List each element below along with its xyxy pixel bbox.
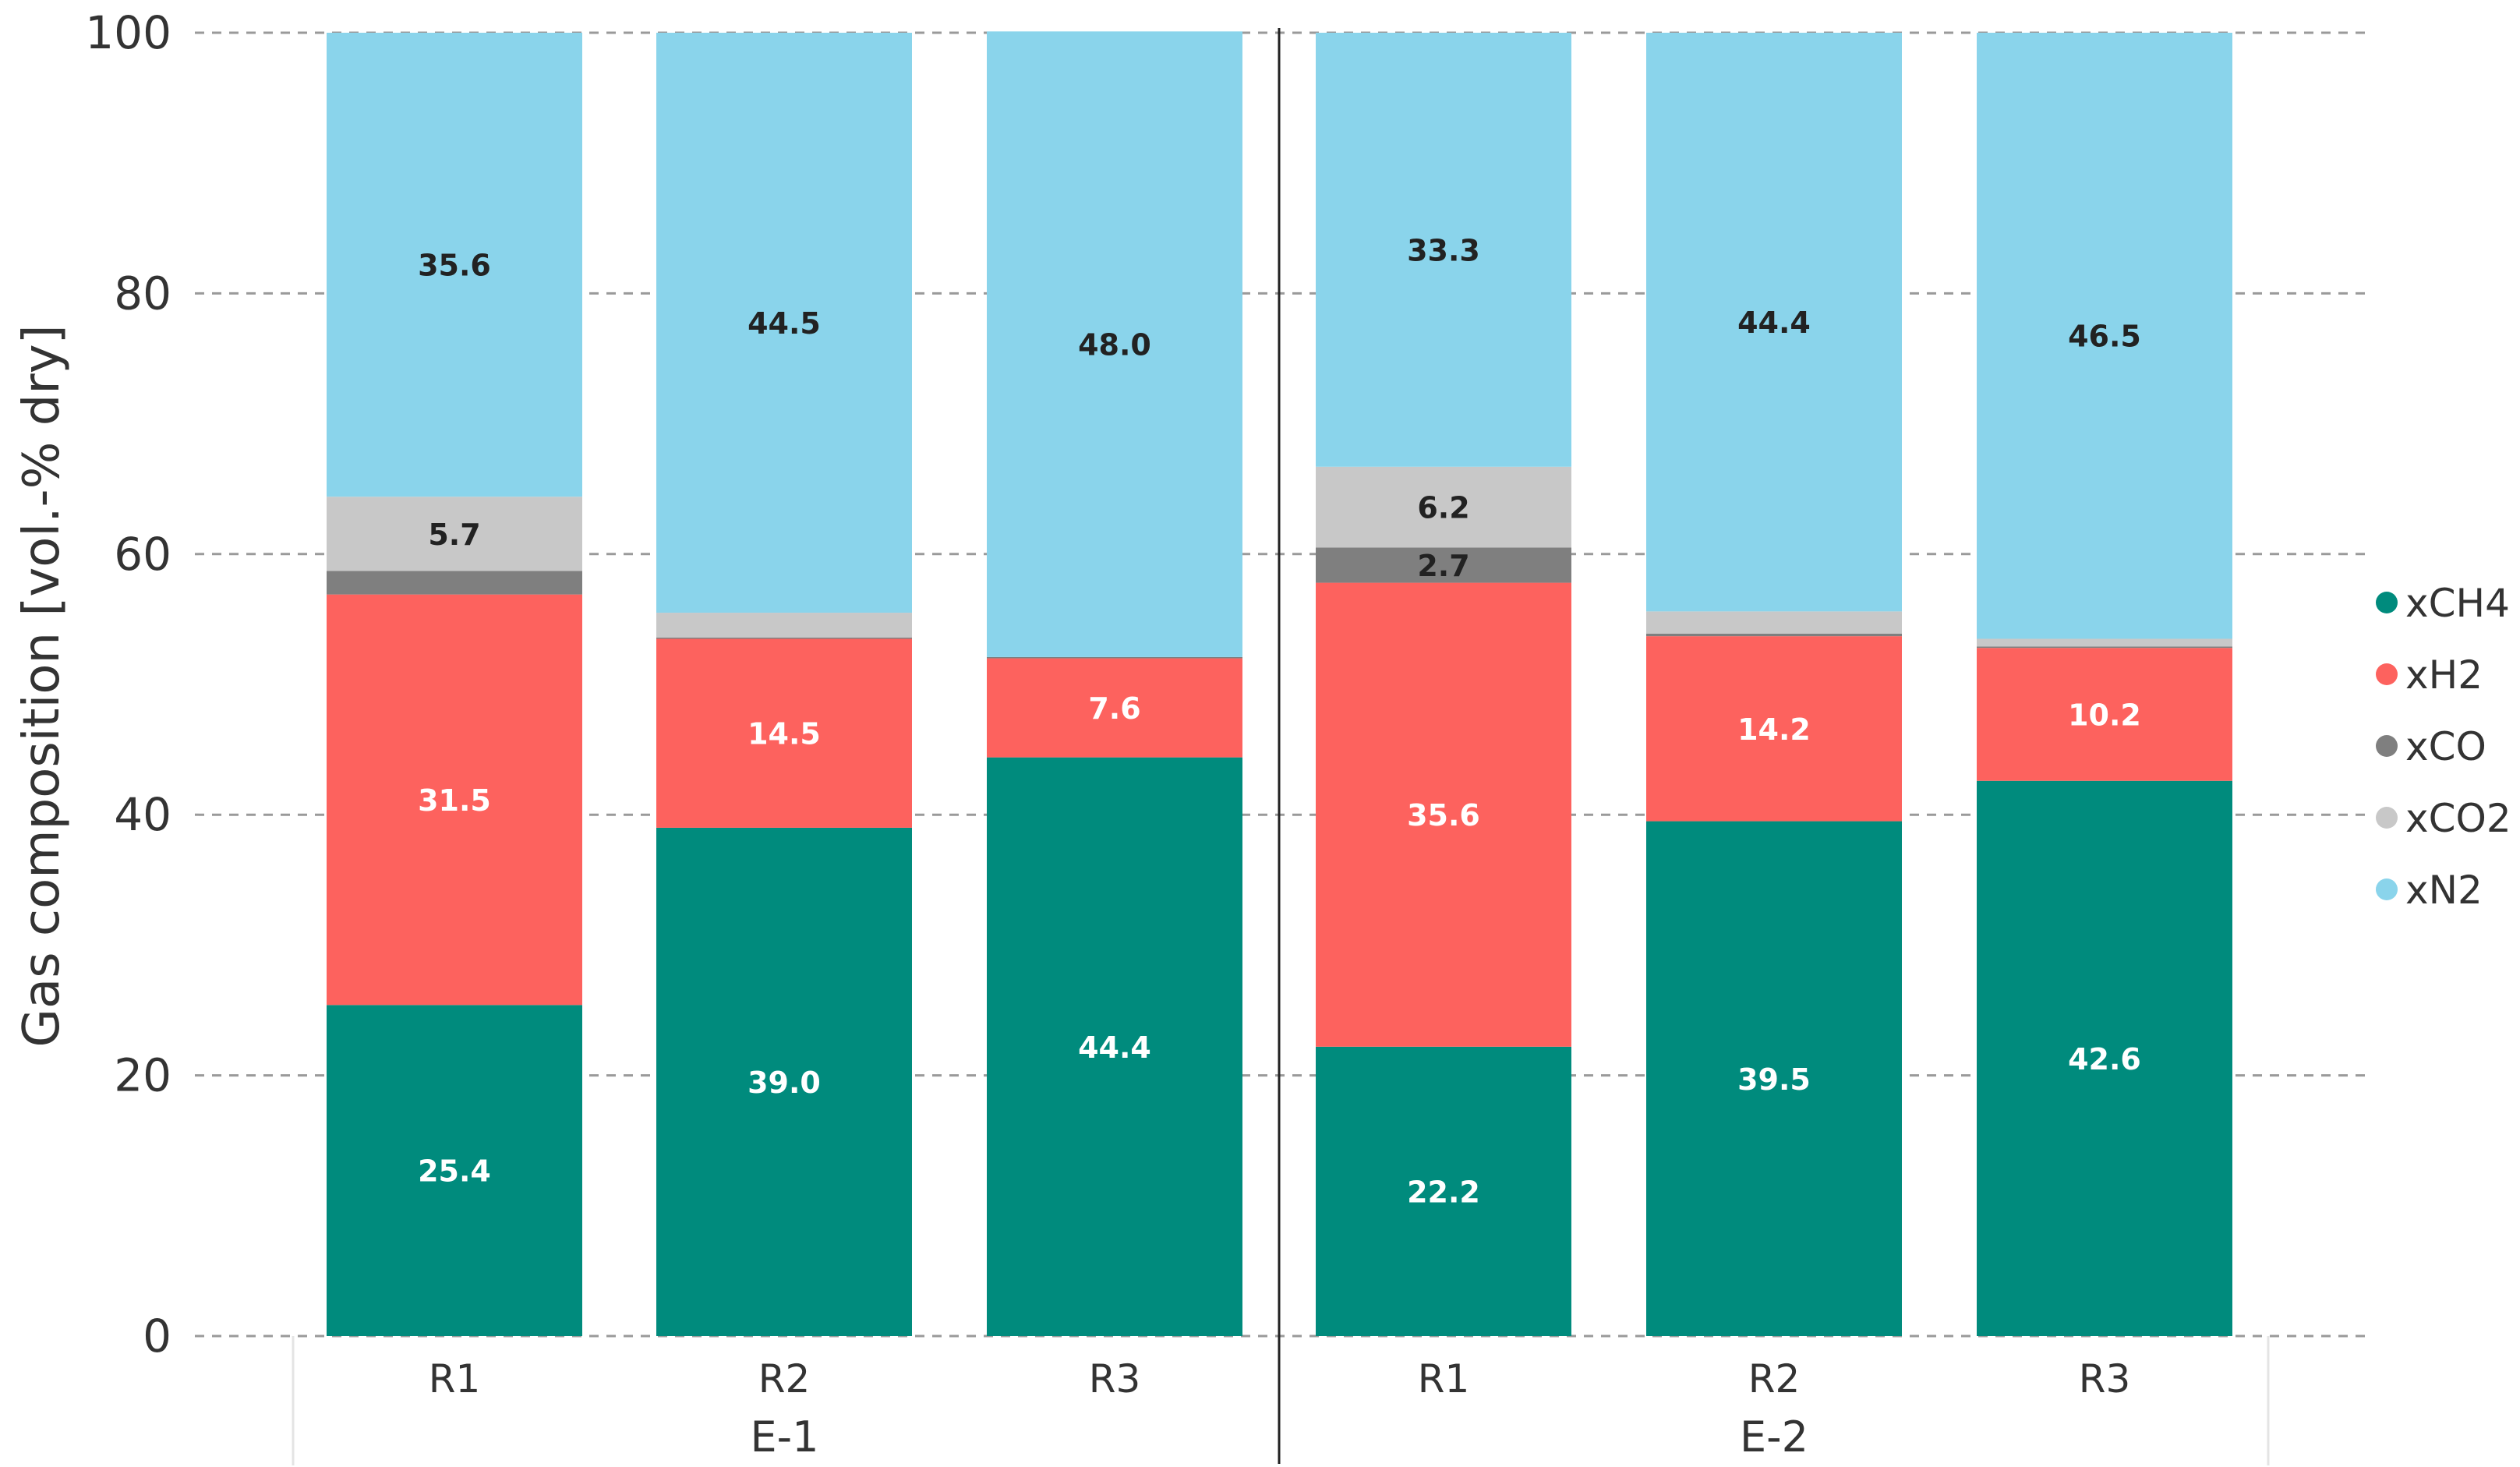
legend-marker-xCH4[interactable] bbox=[2376, 592, 2398, 613]
data-label-xN2: 33.3 bbox=[1407, 233, 1480, 267]
legend-label-xCO2[interactable]: xCO2 bbox=[2405, 796, 2511, 841]
data-label-xCH4: 22.2 bbox=[1407, 1175, 1480, 1209]
bar-segment-xH2-3[interactable] bbox=[987, 658, 1242, 758]
data-label-xH2: 14.2 bbox=[1737, 712, 1811, 747]
y-tick-label: 80 bbox=[114, 267, 171, 320]
bar-segment-xCH4-4[interactable] bbox=[1316, 1046, 1571, 1336]
y-tick-label: 100 bbox=[85, 6, 171, 59]
data-labels: 25.4 31.5 5.7 35.6 39.0 14.5 44.5 44.4 7.6 48.0 22… bbox=[418, 233, 2141, 1209]
data-label-xN2: 46.5 bbox=[2068, 320, 2141, 354]
bar-segment-xCO-1[interactable] bbox=[327, 571, 582, 595]
bar-segment-xH2-1[interactable] bbox=[327, 594, 582, 1006]
bar-segment-xCO-3[interactable] bbox=[987, 656, 1242, 659]
x-tick-label: R1 bbox=[429, 1356, 481, 1402]
x-tick-label: R1 bbox=[1418, 1356, 1470, 1402]
bar-segment-xCO2-4[interactable] bbox=[1316, 466, 1571, 548]
data-label-xN2: 35.6 bbox=[418, 249, 491, 283]
bar-segment-xCH4-1[interactable] bbox=[327, 1005, 582, 1336]
data-label-xH2: 35.6 bbox=[1407, 798, 1480, 832]
bar-segment-xN2-3[interactable] bbox=[987, 31, 1242, 657]
y-tick-label: 20 bbox=[114, 1049, 171, 1102]
legend[interactable]: xCH4 xH2 xCO xCO2 xN2 bbox=[2376, 581, 2511, 913]
bar-segment-xH2-6[interactable] bbox=[1977, 648, 2232, 781]
legend-label-xCH4[interactable]: xCH4 bbox=[2405, 581, 2510, 626]
y-axis-label: Gas composition [vol.-% dry] bbox=[13, 324, 71, 1047]
data-label-xCO: 2.7 bbox=[1417, 549, 1469, 583]
data-label-xH2: 31.5 bbox=[418, 783, 491, 818]
legend-marker-xCO2[interactable] bbox=[2376, 807, 2398, 829]
data-label-xCH4: 39.0 bbox=[748, 1066, 821, 1100]
bar-segment-xCO2-2[interactable] bbox=[656, 613, 912, 638]
data-label-xH2: 14.5 bbox=[748, 717, 821, 751]
legend-marker-xH2[interactable] bbox=[2376, 663, 2398, 685]
legend-label-xN2[interactable]: xN2 bbox=[2405, 868, 2483, 913]
legend-label-xCO[interactable]: xCO bbox=[2405, 724, 2486, 769]
x-tick-label: R3 bbox=[2079, 1356, 2131, 1402]
bar-segment-xN2-1[interactable] bbox=[327, 33, 582, 497]
data-label-xH2: 7.6 bbox=[1088, 691, 1140, 726]
bar-segment-xN2-5[interactable] bbox=[1646, 33, 1902, 612]
y-tick-label: 0 bbox=[143, 1310, 171, 1363]
data-label-xCO2: 5.7 bbox=[428, 518, 480, 552]
data-label-xN2: 48.0 bbox=[1078, 328, 1151, 362]
bar-segment-xN2-4[interactable] bbox=[1316, 33, 1571, 467]
bar-segment-xCH4-3[interactable] bbox=[987, 757, 1242, 1336]
data-label-xCO2: 6.2 bbox=[1417, 491, 1469, 525]
bar-segment-xCH4-6[interactable] bbox=[1977, 780, 2232, 1336]
bar-segment-xN2-2[interactable] bbox=[656, 33, 912, 613]
x-group-label: E-2 bbox=[1740, 1412, 1808, 1462]
y-tick-label: 40 bbox=[114, 788, 171, 841]
bar-segment-xCO-2[interactable] bbox=[656, 637, 912, 639]
bar-segment-xCO-5[interactable] bbox=[1646, 633, 1902, 637]
data-label-xH2: 10.2 bbox=[2068, 698, 2141, 732]
bar-segment-xCO2-5[interactable] bbox=[1646, 611, 1902, 634]
legend-label-xH2[interactable]: xH2 bbox=[2405, 652, 2483, 698]
data-label-xN2: 44.5 bbox=[748, 306, 821, 341]
axes: 0 20 40 60 80 100 R1 R2 R3 E-1 R1 R2 R3 E-2 bbox=[85, 6, 2270, 1465]
bar-segment-xCO2-1[interactable] bbox=[327, 497, 582, 571]
bar-segment-xH2-4[interactable] bbox=[1316, 582, 1571, 1047]
bar-segment-xN2-6[interactable] bbox=[1977, 33, 2232, 639]
legend-marker-xN2[interactable] bbox=[2376, 878, 2398, 900]
legend-marker-xCO[interactable] bbox=[2376, 735, 2398, 757]
y-tick-label: 60 bbox=[114, 528, 171, 581]
bars bbox=[327, 31, 2232, 1336]
data-label-xCH4: 39.5 bbox=[1737, 1062, 1811, 1097]
x-tick-label: R2 bbox=[1748, 1356, 1801, 1402]
x-tick-label: R2 bbox=[758, 1356, 811, 1402]
data-label-xCH4: 25.4 bbox=[418, 1154, 491, 1189]
bar-segment-xH2-5[interactable] bbox=[1646, 636, 1902, 822]
data-label-xCH4: 42.6 bbox=[2068, 1042, 2141, 1076]
x-group-label: E-1 bbox=[751, 1412, 819, 1462]
data-label-xCH4: 44.4 bbox=[1078, 1030, 1151, 1065]
data-label-xN2: 44.4 bbox=[1737, 306, 1811, 340]
bar-segment-xCO-6[interactable] bbox=[1977, 646, 2232, 649]
bar-segment-xCH4-2[interactable] bbox=[656, 827, 912, 1336]
bar-segment-xCH4-5[interactable] bbox=[1646, 821, 1902, 1336]
x-tick-label: R3 bbox=[1089, 1356, 1141, 1402]
bar-segment-xCO2-6[interactable] bbox=[1977, 638, 2232, 647]
bar-segment-xCO-4[interactable] bbox=[1316, 547, 1571, 583]
bar-segment-xH2-2[interactable] bbox=[656, 638, 912, 828]
